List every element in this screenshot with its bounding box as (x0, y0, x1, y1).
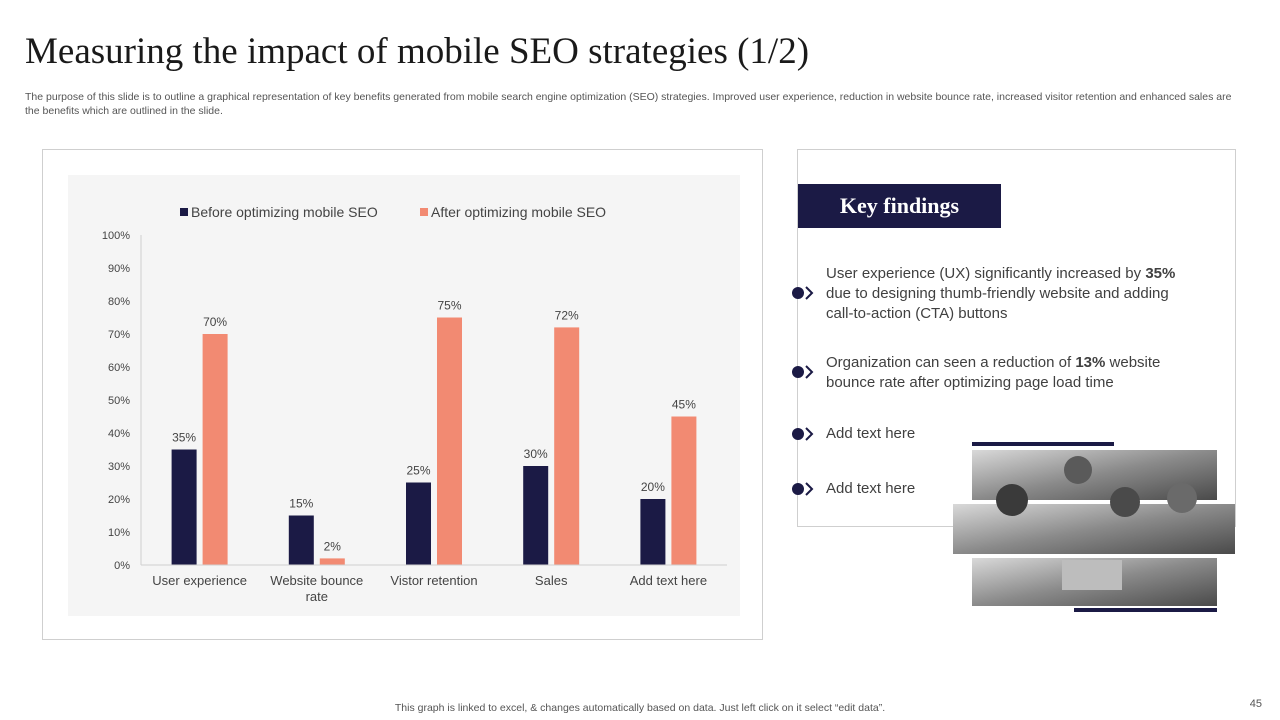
page-number: 45 (1249, 698, 1262, 710)
findings-heading: Key findings (798, 184, 1001, 228)
person-3 (1110, 487, 1140, 517)
chart-legend: Before optimizing mobile SEO After optimi… (180, 204, 606, 220)
legend-swatch-2 (420, 208, 428, 216)
y-tick-label: 30% (108, 461, 130, 473)
y-tick-label: 50% (108, 395, 130, 407)
x-tick-label: User experience (152, 573, 247, 588)
bar (523, 466, 549, 565)
bar-data-label: 35% (172, 431, 196, 445)
y-tick-label: 90% (108, 263, 130, 275)
chart-panel: Before optimizing mobile SEO After optimi… (42, 149, 763, 640)
x-tick-label: Website bounce (270, 573, 363, 588)
bullet-chevron-icon (790, 362, 816, 387)
legend-swatch-1 (180, 208, 188, 216)
footer-note: This graph is linked to excel, & changes… (394, 702, 886, 714)
bar-data-label: 30% (524, 447, 548, 461)
bar-data-label: 25% (406, 464, 430, 478)
bullet-chevron-icon (790, 479, 816, 504)
y-tick-label: 0% (114, 560, 130, 572)
bar-series: 35% 70% 15% 2% 25% 75% 30% 72% 20% 45% (171, 299, 697, 565)
bar-data-label: 45% (672, 398, 696, 412)
person-2 (1064, 456, 1092, 484)
team-photo (950, 440, 1240, 620)
laptop (1062, 560, 1122, 590)
y-tick-label: 100% (102, 230, 130, 242)
bar (671, 416, 697, 565)
bar-chart[interactable]: Before optimizing mobile SEO After optimi… (43, 150, 764, 641)
bar (288, 515, 314, 565)
legend-label-1: Before optimizing mobile SEO (191, 204, 378, 220)
y-tick-label: 80% (108, 296, 130, 308)
x-tick-label: Sales (535, 573, 568, 588)
bar (640, 499, 666, 565)
y-tick-label: 60% (108, 362, 130, 374)
bar (202, 334, 228, 565)
bullet-chevron-icon (790, 283, 816, 308)
bar-data-label: 72% (555, 308, 579, 322)
bar (554, 327, 580, 565)
y-tick-label: 70% (108, 329, 130, 341)
y-tick-label: 40% (108, 428, 130, 440)
bar (437, 317, 462, 565)
bullet-chevron-icon (790, 424, 816, 449)
person-1 (996, 484, 1028, 516)
bar-data-label: 2% (324, 539, 342, 553)
finding-text: User experience (UX) significantly incre… (826, 265, 1176, 322)
y-tick-label: 10% (108, 527, 130, 539)
person-4 (1167, 483, 1197, 513)
chart-plot-area (68, 175, 740, 616)
x-tick-label: Add text here (630, 573, 707, 588)
bar-data-label: 75% (437, 299, 461, 313)
slide-description: The purpose of this slide is to outline … (25, 91, 1232, 117)
bar-data-label: 70% (203, 315, 227, 329)
legend-label-2: After optimizing mobile SEO (431, 204, 606, 220)
bar (171, 449, 197, 565)
x-tick-label: Vistor retention (390, 573, 477, 588)
finding-text: Add text here (826, 425, 916, 442)
finding-text: Add text here (826, 480, 916, 497)
y-tick-label: 20% (108, 494, 130, 506)
photo-strip-middle (953, 504, 1235, 554)
x-tick-label: rate (306, 589, 328, 604)
slide-title: Measuring the impact of mobile SEO strat… (25, 31, 810, 72)
bar-data-label: 15% (289, 497, 313, 511)
y-axis: 0% 10% 20% 30% 40% 50% 60% 70% 80% 90% 100% (102, 230, 142, 572)
photo-accent-bar-bottom (1074, 608, 1217, 612)
bar (406, 482, 431, 565)
bar-data-label: 20% (641, 480, 665, 494)
finding-text: Organization can seen a reduction of 13%… (826, 354, 1161, 391)
photo-accent-bar-top (972, 442, 1114, 446)
bar (319, 558, 345, 565)
